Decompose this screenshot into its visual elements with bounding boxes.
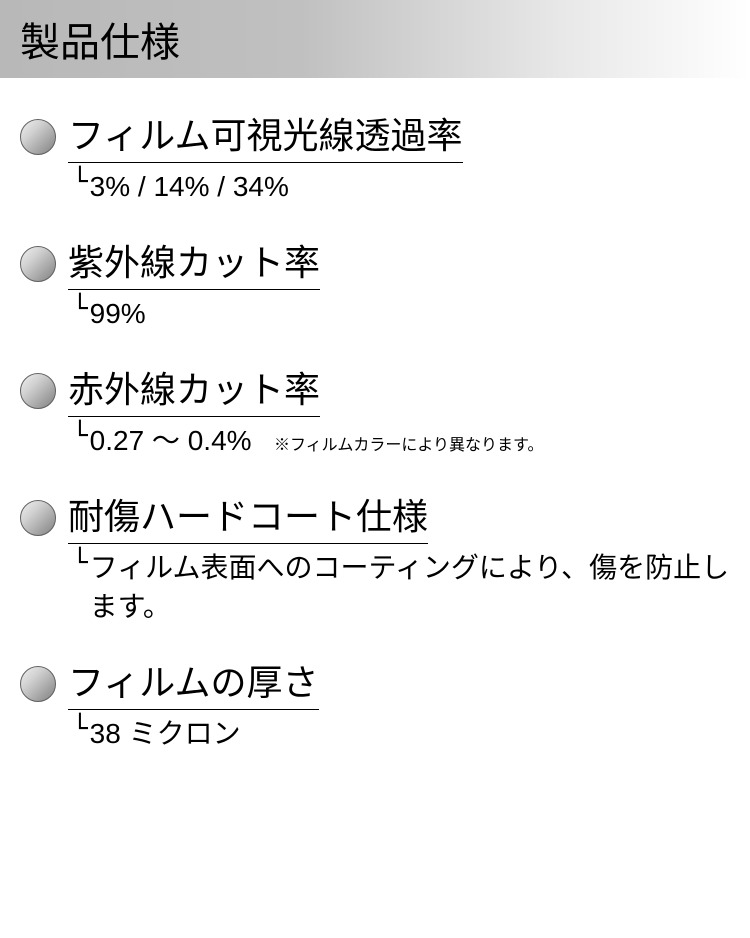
spec-content: 紫外線カット率 └ 99% xyxy=(68,240,730,333)
spec-value-container: 99% xyxy=(90,294,146,333)
spec-title: 耐傷ハードコート仕様 xyxy=(68,494,428,544)
spec-title: フィルムの厚さ xyxy=(68,660,319,710)
spec-item: 紫外線カット率 └ 99% xyxy=(20,240,730,333)
elbow-icon: └ xyxy=(72,167,88,198)
bullet-icon xyxy=(20,666,56,702)
spec-value-wrapper: └ 0.27 〜 0.4% ※フィルムカラーにより異なります。 xyxy=(68,421,730,460)
spec-value-container: 3% / 14% / 34% xyxy=(90,167,289,206)
bullet-icon xyxy=(20,119,56,155)
spec-note: ※フィルムカラーにより異なります。 xyxy=(274,437,543,454)
spec-value-container: 38 ミクロン xyxy=(90,714,241,753)
header-title: 製品仕様 xyxy=(20,21,180,65)
spec-title: 紫外線カット率 xyxy=(68,240,320,290)
spec-item: フィルムの厚さ └ 38 ミクロン xyxy=(20,660,730,753)
bullet-icon xyxy=(20,246,56,282)
spec-title: フィルム可視光線透過率 xyxy=(68,113,463,163)
elbow-icon: └ xyxy=(72,714,88,745)
spec-value: 38 ミクロン xyxy=(90,718,241,749)
spec-value: フィルム表面へのコーティングにより、傷を防止します。 xyxy=(90,552,730,622)
spec-content: 赤外線カット率 └ 0.27 〜 0.4% ※フィルムカラーにより異なります。 xyxy=(68,367,730,460)
elbow-icon: └ xyxy=(72,421,88,452)
spec-value-wrapper: └ 99% xyxy=(68,294,730,333)
spec-item: 赤外線カット率 └ 0.27 〜 0.4% ※フィルムカラーにより異なります。 xyxy=(20,367,730,460)
spec-value: 99% xyxy=(90,298,146,329)
elbow-icon: └ xyxy=(72,548,88,579)
spec-value-wrapper: └ 3% / 14% / 34% xyxy=(68,167,730,206)
spec-item: 耐傷ハードコート仕様 └ フィルム表面へのコーティングにより、傷を防止します。 xyxy=(20,494,730,626)
spec-list: フィルム可視光線透過率 └ 3% / 14% / 34% 紫外線カット率 └ 9… xyxy=(0,113,750,753)
spec-item: フィルム可視光線透過率 └ 3% / 14% / 34% xyxy=(20,113,730,206)
spec-title: 赤外線カット率 xyxy=(68,367,320,417)
spec-value-container: 0.27 〜 0.4% ※フィルムカラーにより異なります。 xyxy=(90,421,544,460)
bullet-icon xyxy=(20,373,56,409)
spec-content: フィルムの厚さ └ 38 ミクロン xyxy=(68,660,730,753)
bullet-icon xyxy=(20,500,56,536)
elbow-icon: └ xyxy=(72,294,88,325)
spec-value-container: フィルム表面へのコーティングにより、傷を防止します。 xyxy=(90,548,730,626)
spec-value-wrapper: └ フィルム表面へのコーティングにより、傷を防止します。 xyxy=(68,548,730,626)
spec-content: 耐傷ハードコート仕様 └ フィルム表面へのコーティングにより、傷を防止します。 xyxy=(68,494,730,626)
page-header: 製品仕様 xyxy=(0,0,750,78)
spec-content: フィルム可視光線透過率 └ 3% / 14% / 34% xyxy=(68,113,730,206)
spec-value: 0.27 〜 0.4% xyxy=(90,425,252,456)
spec-value-wrapper: └ 38 ミクロン xyxy=(68,714,730,753)
spec-value: 3% / 14% / 34% xyxy=(90,171,289,202)
